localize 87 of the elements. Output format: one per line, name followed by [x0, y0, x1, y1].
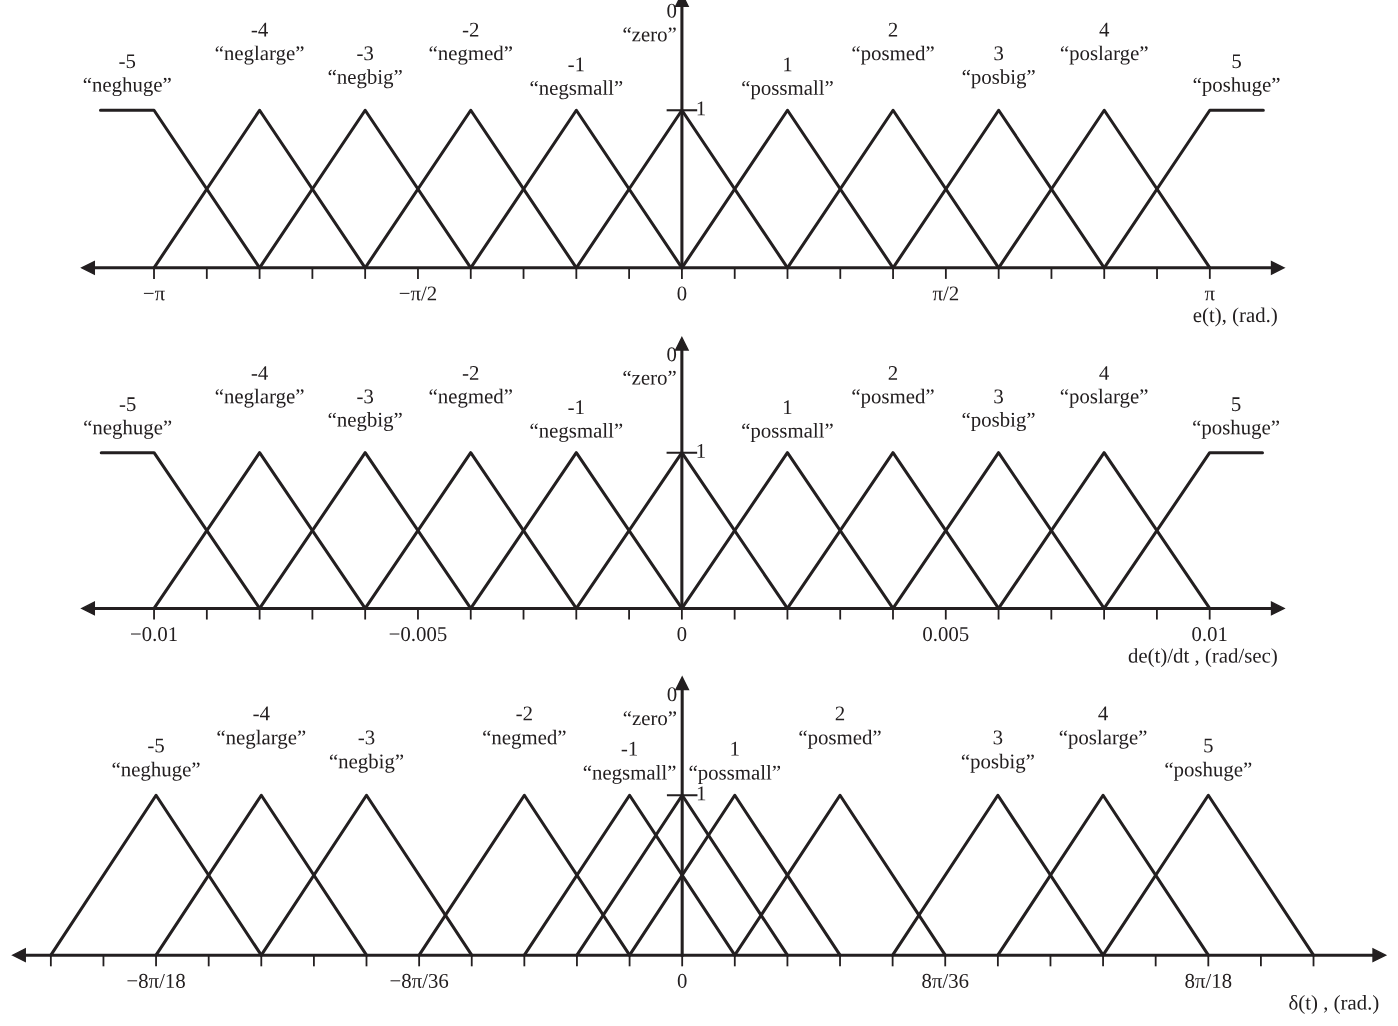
text: “posbig” [961, 753, 1034, 773]
x-tick-label: π/2 [932, 286, 959, 301]
text: -1 [621, 741, 638, 756]
text: “posbig” [962, 412, 1035, 432]
x-tick-label: 8π/36 [922, 973, 969, 988]
x-tick-label: −π/2 [399, 286, 437, 301]
text: -5 [148, 738, 164, 753]
x-axis-title: δ(t) , (rad.) [1289, 994, 1379, 1014]
text: 1 [731, 741, 739, 756]
text: -5 [119, 54, 136, 69]
text: “negsmall” [530, 422, 623, 442]
x-tick-label: 0 [677, 973, 687, 988]
text: “zero” [623, 711, 677, 726]
text: “possmall” [742, 80, 833, 100]
x-tick-label: −0.01 [130, 627, 177, 642]
x-axis-title: e(t), (rad.) [1193, 307, 1277, 327]
text: “negsmall” [583, 765, 676, 784]
x-tick-label: π [1204, 290, 1215, 301]
text: “negsmall” [530, 80, 623, 100]
text: “neghuge” [112, 761, 200, 781]
text: “neglarge” [217, 729, 306, 749]
text: -5 [119, 397, 136, 412]
text: 0 [667, 347, 677, 362]
text: -1 [568, 57, 584, 72]
text: 2 [888, 22, 898, 37]
text: 3 [994, 389, 1003, 404]
text: “zero” [623, 370, 676, 385]
text: “possmall” [742, 423, 833, 442]
text: “neghuge” [83, 77, 171, 97]
text: 0 [667, 687, 677, 702]
text: 4 [1099, 22, 1110, 37]
text: -4 [253, 706, 270, 721]
text: -2 [462, 22, 479, 37]
text: -3 [358, 730, 375, 745]
text: “poslarge” [1059, 729, 1147, 749]
text: “zero” [623, 27, 676, 42]
text: 2 [888, 366, 898, 380]
annotation: 1 [697, 101, 705, 116]
text: “negmed” [483, 729, 566, 749]
text: 4 [1098, 706, 1108, 721]
text: “negbig” [328, 69, 402, 89]
text: 3 [993, 730, 1003, 745]
text: -3 [357, 46, 374, 61]
text: “posbig” [962, 69, 1035, 89]
text: 3 [994, 46, 1004, 61]
text: “posmed” [799, 729, 881, 749]
text: “poshuge” [1193, 77, 1280, 97]
text: “poslarge” [1060, 388, 1148, 408]
text: “negbig” [329, 753, 404, 773]
text: -3 [357, 389, 374, 404]
text: “posmed” [852, 388, 934, 408]
annotation: 1 [697, 786, 706, 801]
text: “neglarge” [215, 45, 304, 65]
text: “possmall” [689, 765, 781, 784]
text: 1 [784, 57, 792, 72]
text: 0 [667, 3, 677, 18]
text: -1 [568, 400, 584, 415]
x-tick-label: −8π/18 [127, 973, 185, 988]
x-tick-label: 0.01 [1192, 627, 1227, 642]
x-tick-label: 8π/18 [1185, 973, 1232, 988]
text: -4 [251, 22, 268, 37]
annotation: 1 [697, 443, 705, 458]
text: 2 [835, 706, 845, 721]
text: “neglarge” [215, 388, 304, 408]
text: “neghuge” [84, 419, 172, 439]
text: “posmed” [852, 45, 934, 65]
x-tick-label: 0 [677, 627, 687, 642]
x-axis-title: de(t)/dt , (rad/sec) [1128, 648, 1277, 668]
text: “poslarge” [1060, 45, 1148, 65]
text: “poshuge” [1193, 419, 1280, 439]
text: “negmed” [429, 45, 512, 65]
text: “negmed” [429, 388, 512, 408]
text: 4 [1099, 366, 1109, 380]
text: “negbig” [328, 412, 402, 432]
text: 5 [1232, 397, 1241, 412]
text: 5 [1204, 738, 1213, 753]
text: -2 [462, 366, 479, 380]
x-tick-label: −π [143, 290, 165, 301]
text: -2 [516, 706, 532, 721]
text: 5 [1232, 54, 1241, 69]
x-tick-label: 0.005 [923, 627, 969, 642]
text: 1 [784, 400, 792, 415]
x-tick-label: 0 [677, 286, 687, 301]
text: -4 [251, 366, 268, 380]
x-tick-label: −8π/36 [390, 973, 449, 988]
text: “poshuge” [1165, 761, 1252, 781]
x-tick-label: −0.005 [389, 627, 447, 642]
